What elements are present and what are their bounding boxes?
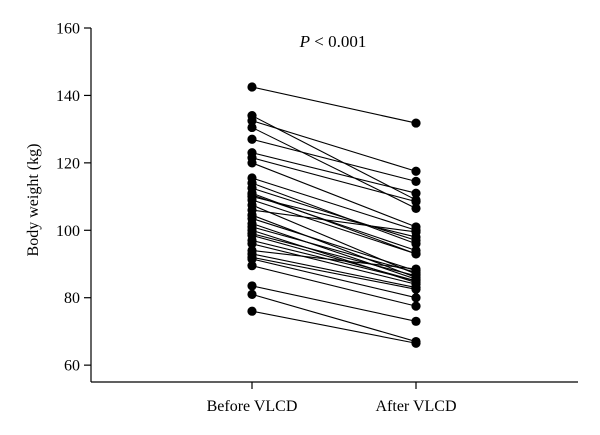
subject-line: [251, 265, 417, 307]
subject-line: [251, 157, 417, 203]
y-tick-label: 60: [64, 358, 80, 375]
after-point: [411, 264, 421, 274]
before-point: [247, 82, 257, 92]
subject-line: [251, 194, 417, 252]
subject-line: [251, 199, 417, 255]
before-point: [247, 134, 257, 144]
subject-line: [251, 256, 417, 290]
subject-line: [251, 217, 417, 272]
after-point: [411, 203, 421, 213]
before-point: [247, 281, 257, 291]
y-tick-label: 100: [56, 223, 80, 240]
after-point: [411, 316, 421, 326]
x-tick-label: Before VLCD: [207, 398, 298, 415]
y-tick-label: 80: [64, 290, 80, 307]
before-point: [247, 289, 257, 299]
x-axis: Before VLCD After VLCD: [91, 381, 578, 415]
subject-line: [251, 209, 417, 233]
after-point: [411, 284, 421, 294]
p-value-symbol: P: [299, 32, 310, 51]
after-point: [411, 338, 421, 348]
y-axis-title: Body weight (kg): [25, 144, 42, 257]
paired-lines: [251, 86, 417, 344]
data-points: [247, 82, 421, 348]
before-point: [247, 116, 257, 126]
p-value-text: < 0.001: [310, 32, 366, 51]
after-point: [411, 293, 421, 303]
before-point: [247, 239, 257, 249]
subject-line: [251, 182, 417, 245]
y-axis: 60 80 100 120 140 160: [56, 21, 92, 382]
after-point: [411, 301, 421, 311]
subject-line: [251, 196, 417, 238]
subject-line: [251, 285, 417, 322]
subject-line: [251, 226, 417, 273]
subject-line: [251, 293, 417, 343]
after-point: [411, 227, 421, 237]
subject-line: [251, 138, 417, 182]
before-point: [247, 158, 257, 168]
before-point: [247, 254, 257, 264]
subject-line: [251, 258, 417, 299]
y-tick-label: 120: [56, 155, 80, 172]
after-point: [411, 176, 421, 186]
subject-line: [251, 243, 417, 285]
subject-line: [251, 177, 417, 231]
subject-line: [251, 120, 417, 172]
subject-line: [251, 187, 417, 241]
subject-line: [251, 214, 417, 278]
subject-line: [251, 239, 417, 282]
before-point: [247, 261, 257, 271]
subject-line: [251, 234, 417, 282]
subject-line: [251, 223, 417, 280]
after-point: [411, 188, 421, 198]
after-point: [411, 249, 421, 259]
before-point: [247, 306, 257, 316]
subject-line: [251, 86, 417, 124]
subject-line: [251, 162, 417, 228]
subject-line: [251, 253, 417, 289]
after-point: [411, 166, 421, 176]
p-value-annotation: P < 0.001: [299, 32, 367, 51]
x-tick-label: After VLCD: [375, 398, 456, 415]
after-point: [411, 118, 421, 128]
subject-line: [251, 249, 417, 270]
y-tick-label: 160: [56, 21, 80, 38]
after-point: [411, 197, 421, 207]
subject-line: [251, 152, 417, 194]
subject-line: [251, 310, 417, 344]
y-tick-label: 140: [56, 88, 80, 105]
subject-line: [251, 233, 417, 277]
before-point: [247, 122, 257, 133]
